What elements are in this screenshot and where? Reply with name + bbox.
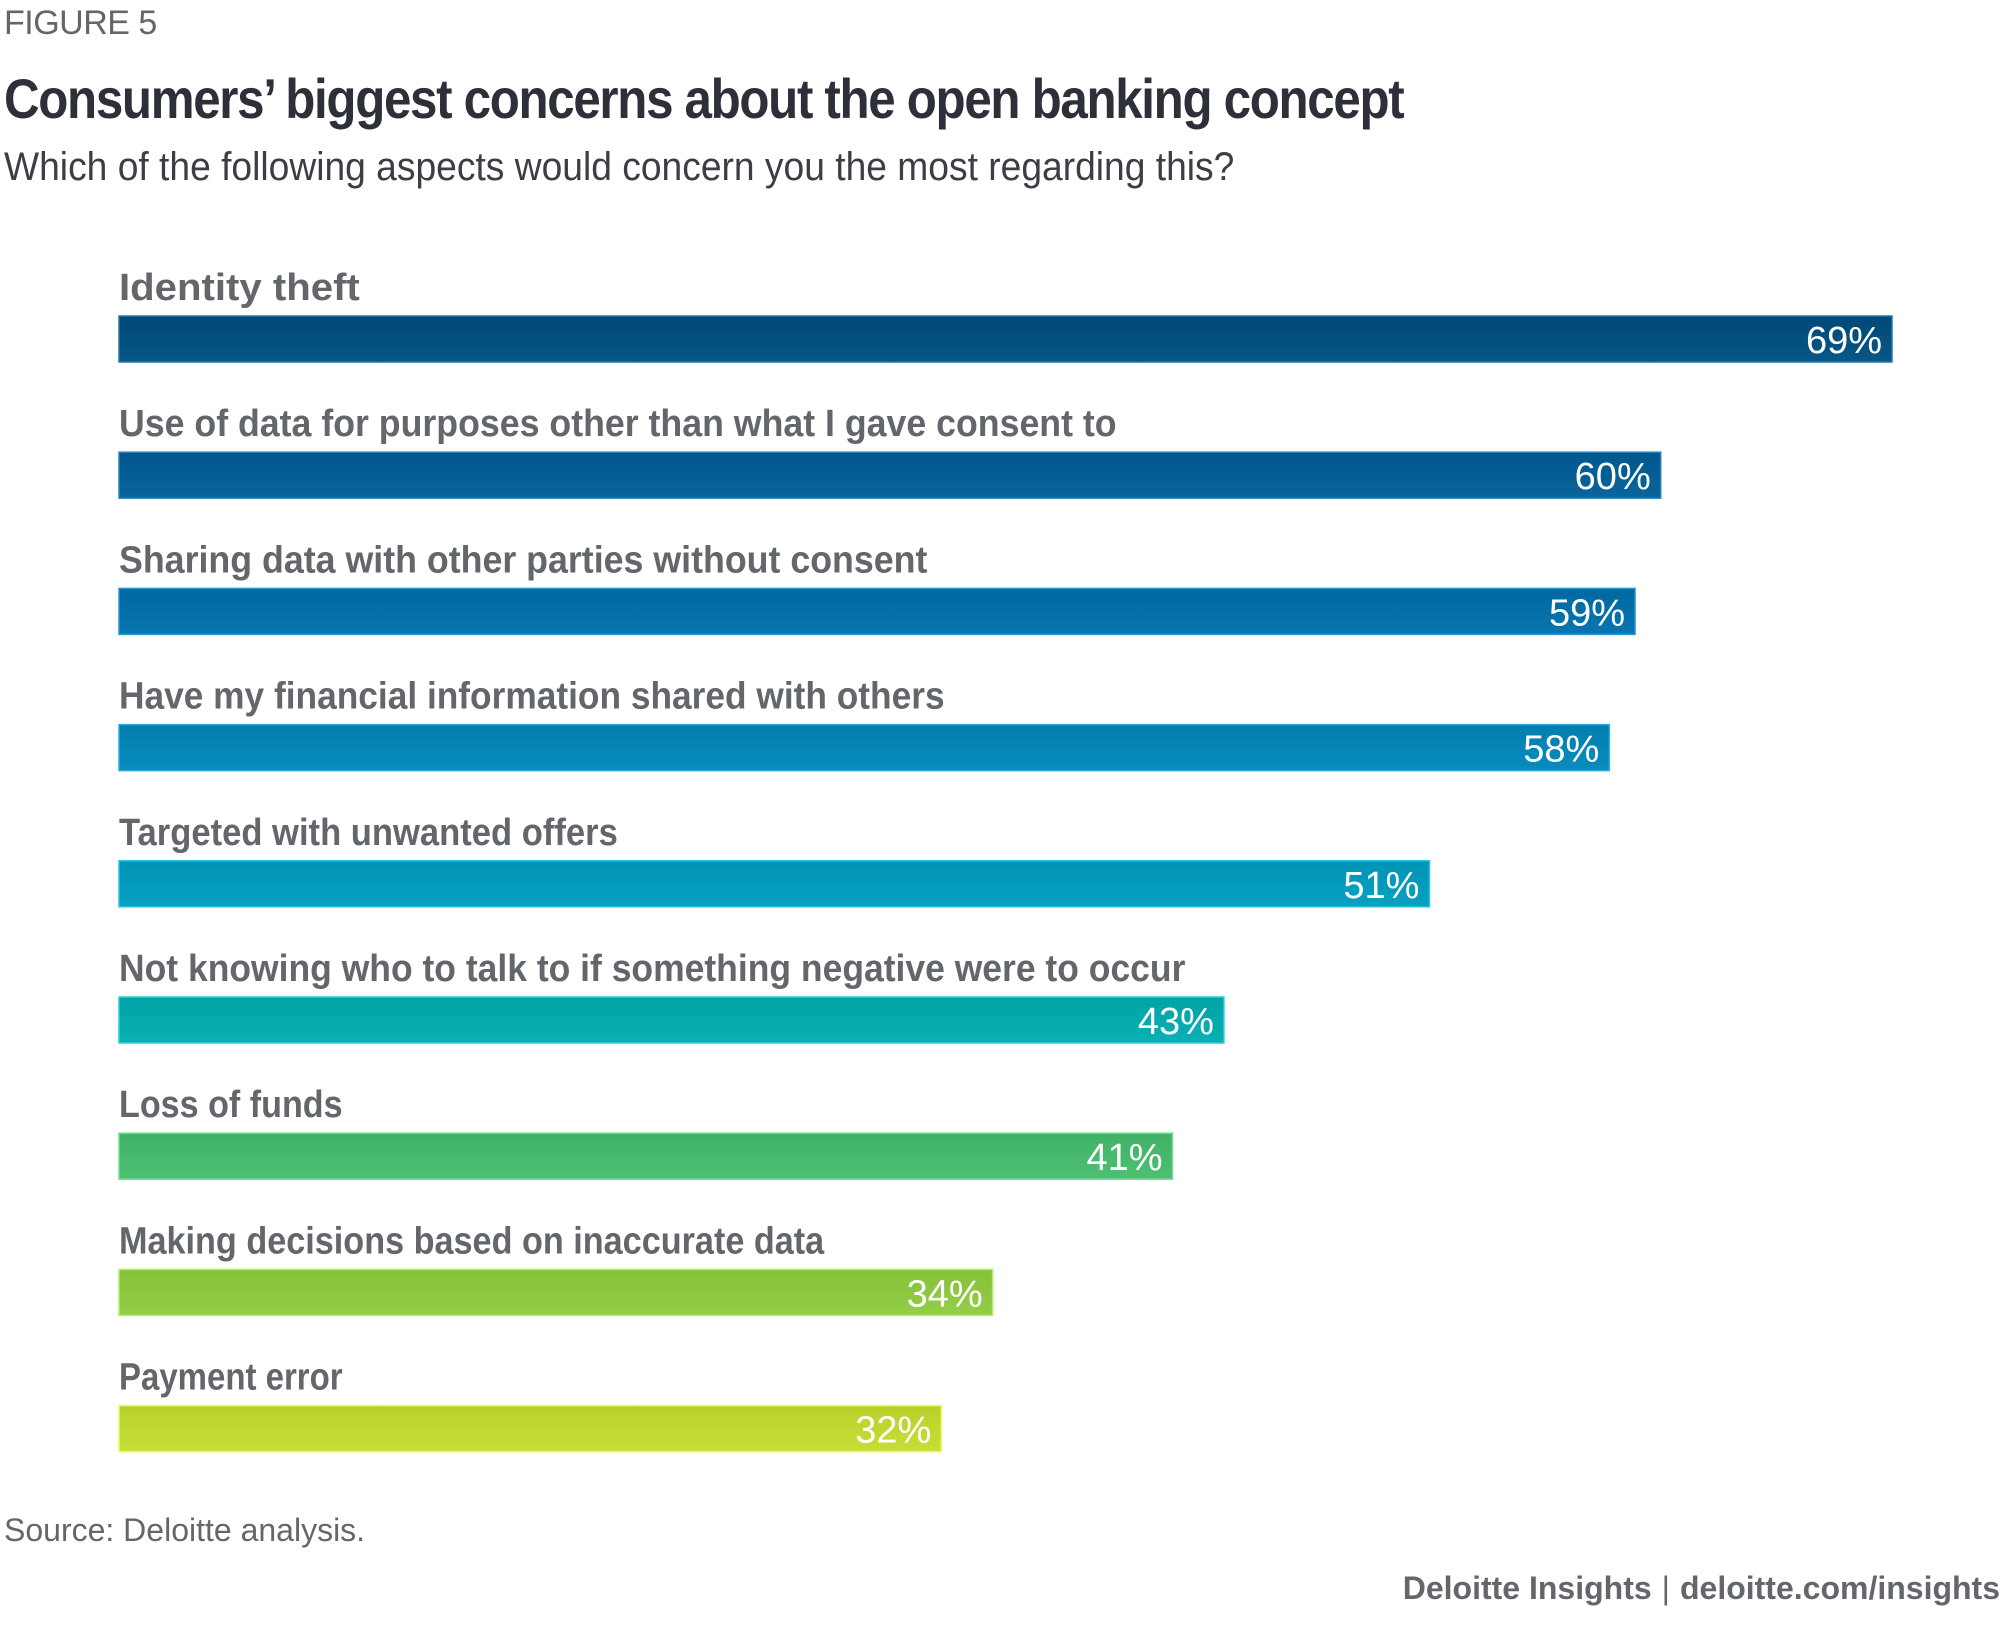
category-label: Use of data for purposes other than what… bbox=[119, 403, 1117, 445]
bar-group: Targeted with unwanted offers 51% bbox=[118, 812, 1431, 908]
category-label: Not knowing who to talk to if something … bbox=[119, 948, 1186, 990]
bar-group: Making decisions based on inaccurate dat… bbox=[118, 1220, 994, 1317]
value-label: 69% bbox=[1806, 320, 1882, 362]
footer-separator: | bbox=[1661, 1570, 1670, 1606]
bar-group: Identity theft 69% bbox=[118, 267, 1893, 363]
value-label: 59% bbox=[1549, 592, 1625, 634]
bar bbox=[118, 860, 1431, 908]
bar bbox=[118, 1268, 994, 1317]
bar-group: Use of data for purposes other than what… bbox=[118, 403, 1662, 499]
chart-title: Consumers’ biggest concerns about the op… bbox=[4, 67, 1405, 130]
footer-brand: Deloitte Insights bbox=[1402, 1570, 1652, 1606]
bar bbox=[118, 451, 1662, 499]
value-label: 60% bbox=[1575, 456, 1651, 498]
category-label: Payment error bbox=[119, 1357, 343, 1399]
category-label: Loss of funds bbox=[119, 1084, 343, 1126]
footer-url[interactable]: deloitte.com/insights bbox=[1679, 1570, 2000, 1606]
bar-group: Loss of funds 41% bbox=[118, 1084, 1174, 1180]
bar bbox=[118, 1132, 1174, 1180]
chart-subtitle: Which of the following aspects would con… bbox=[4, 145, 1235, 189]
bar bbox=[118, 587, 1636, 636]
value-label: 43% bbox=[1138, 1001, 1214, 1043]
category-label: Targeted with unwanted offers bbox=[119, 812, 618, 854]
bar-group: Sharing data with other parties without … bbox=[118, 539, 1636, 636]
category-label: Identity theft bbox=[119, 267, 360, 309]
category-label: Sharing data with other parties without … bbox=[119, 539, 928, 581]
category-label: Making decisions based on inaccurate dat… bbox=[119, 1220, 825, 1262]
figure-label: FIGURE 5 bbox=[4, 4, 157, 42]
bar bbox=[118, 996, 1225, 1044]
footer: Deloitte Insights | deloitte.com/insights bbox=[1403, 1570, 2000, 1607]
bar-group: Have my financial information shared wit… bbox=[118, 676, 1611, 772]
bar bbox=[118, 1404, 943, 1453]
bar-group: Payment error 32% bbox=[118, 1357, 943, 1453]
value-label: 51% bbox=[1343, 865, 1419, 907]
bar-group: Not knowing who to talk to if something … bbox=[118, 948, 1225, 1044]
bar bbox=[118, 723, 1611, 772]
value-label: 41% bbox=[1086, 1137, 1162, 1179]
value-label: 32% bbox=[855, 1410, 931, 1452]
category-label: Have my financial information shared wit… bbox=[119, 676, 945, 718]
source-note: Source: Deloitte analysis. bbox=[4, 1512, 366, 1548]
value-label: 34% bbox=[907, 1273, 983, 1315]
value-label: 58% bbox=[1523, 729, 1599, 771]
bar bbox=[118, 315, 1893, 363]
